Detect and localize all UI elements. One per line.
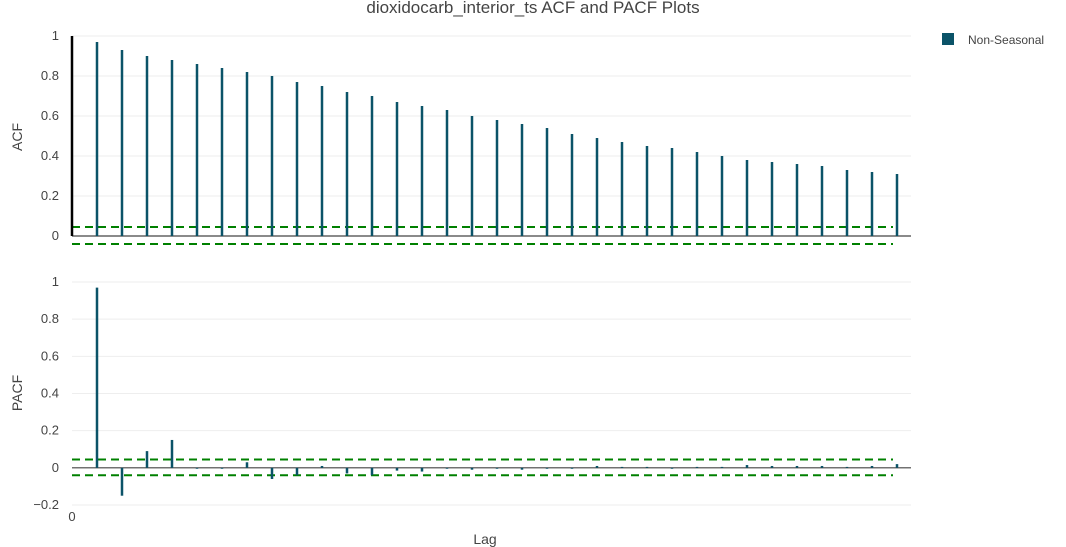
pacf-y-tick-label: 1	[52, 274, 59, 289]
acf-y-tick-label: 0.4	[41, 148, 59, 163]
pacf-y-tick-label: 0	[52, 460, 59, 475]
acf-y-tick-label: 0.2	[41, 188, 59, 203]
x-axis-title: Lag	[473, 531, 496, 547]
acf-bars	[70, 36, 899, 236]
x-tick-label-0: 0	[68, 509, 75, 524]
acf-y-tick-label: 0	[52, 228, 59, 243]
acf-y-tick-label: 0.8	[41, 68, 59, 83]
pacf-y-tick-label: 0.2	[41, 423, 59, 438]
pacf-y-tick-label: 0.6	[41, 348, 59, 363]
pacf-y-ticks: −0.2 0 0.2 0.4 0.6 0.8 1	[33, 274, 59, 512]
chart-title: dioxidocarb_interior_ts ACF and PACF Plo…	[366, 0, 699, 17]
acf-confidence-band	[72, 226, 893, 245]
pacf-y-tick-label: 0.8	[41, 311, 59, 326]
acf-y-tick-label: 1	[52, 28, 59, 43]
legend-label-non-seasonal: Non-Seasonal	[968, 33, 1044, 47]
acf-y-ticks: 0 0.2 0.4 0.6 0.8 1	[41, 28, 59, 243]
legend-swatch-non-seasonal	[942, 33, 954, 45]
pacf-y-tick-label: −0.2	[33, 497, 59, 512]
acf-y-axis-title: ACF	[9, 123, 25, 151]
pacf-confidence-band	[72, 458, 893, 477]
legend[interactable]: Non-Seasonal	[942, 33, 1044, 47]
pacf-y-tick-label: 0.4	[41, 386, 59, 401]
pacf-bars	[95, 287, 899, 496]
pacf-y-axis-title: PACF	[9, 375, 25, 411]
pacf-gridlines	[72, 281, 911, 506]
acf-y-tick-label: 0.6	[41, 108, 59, 123]
